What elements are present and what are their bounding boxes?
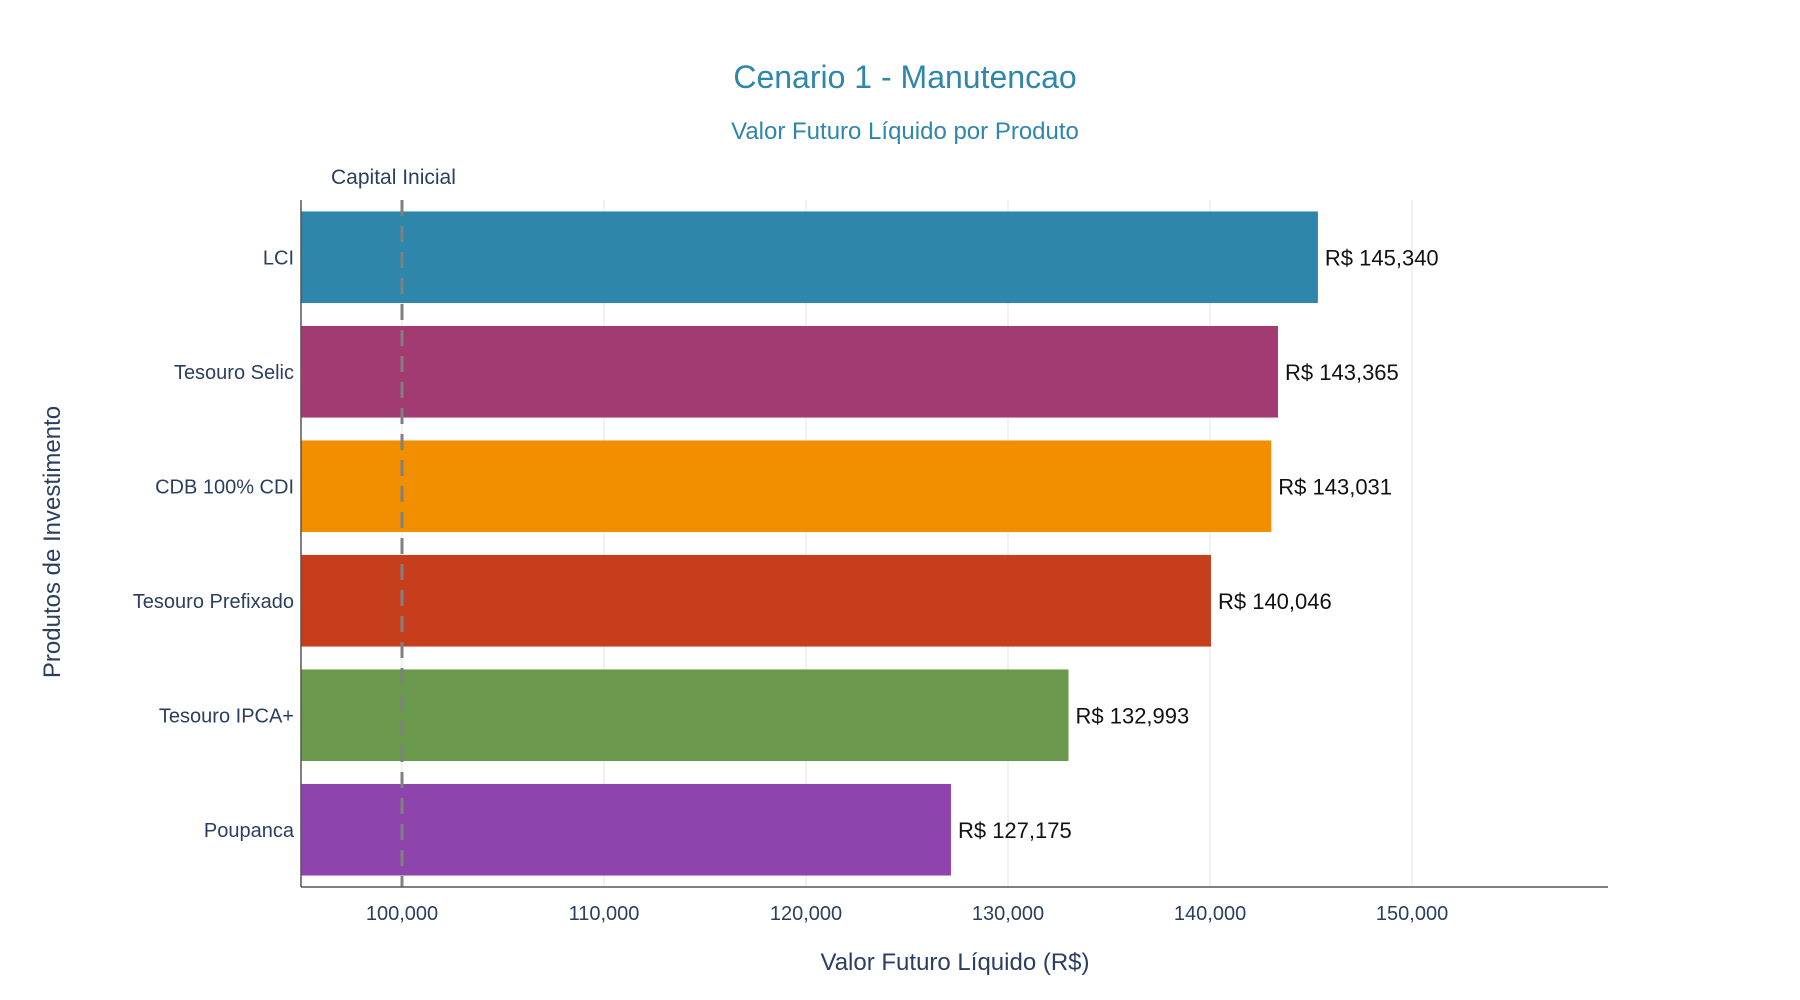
x-tick-label: 110,000 <box>569 903 640 925</box>
x-tick-label: 120,000 <box>770 903 842 925</box>
bar-value-label: R$ 132,993 <box>1075 703 1189 728</box>
bar-value-label: R$ 143,031 <box>1278 474 1392 499</box>
y-tick-label: Tesouro Selic <box>174 362 294 384</box>
bar-value-label: R$ 127,175 <box>958 818 1072 843</box>
y-tick-label: Tesouro Prefixado <box>133 591 294 613</box>
x-tick-label: 100,000 <box>366 903 438 925</box>
y-tick-label: CDB 100% CDI <box>155 476 294 498</box>
y-tick-label: LCI <box>263 247 294 269</box>
bar <box>301 783 951 876</box>
bar-value-label: R$ 143,365 <box>1285 360 1399 385</box>
bar <box>301 211 1318 304</box>
x-tick-label: 140,000 <box>1174 903 1246 925</box>
bar-labels-group: R$ 145,340 R$ 143,365 R$ 143,031 R$ 140,046… <box>958 245 1439 843</box>
chart-title: Cenario 1 - Manutencao <box>733 59 1076 95</box>
bars-group <box>301 211 1318 876</box>
reference-line-group: Capital Inicial <box>331 166 456 887</box>
y-tick-label: Poupanca <box>204 820 295 842</box>
chart-subtitle: Valor Futuro Líquido por Produto <box>731 118 1079 145</box>
axes-group: 100,000 110,000 120,000 130,000 140,000 150,0… <box>133 200 1608 925</box>
y-axis-title: Produtos de Investimento <box>39 406 66 678</box>
capital-inicial-label: Capital Inicial <box>331 166 456 189</box>
x-tick-label: 130,000 <box>972 903 1044 925</box>
bar <box>301 440 1272 533</box>
bar <box>301 669 1069 762</box>
bar <box>301 554 1211 647</box>
bar-value-label: R$ 145,340 <box>1325 245 1439 270</box>
x-tick-label: 150,000 <box>1376 903 1448 925</box>
y-tick-label: Tesouro IPCA+ <box>159 705 294 727</box>
bar <box>301 325 1279 418</box>
bar-value-label: R$ 140,046 <box>1218 589 1332 614</box>
x-axis-title: Valor Futuro Líquido (R$) <box>820 949 1089 976</box>
